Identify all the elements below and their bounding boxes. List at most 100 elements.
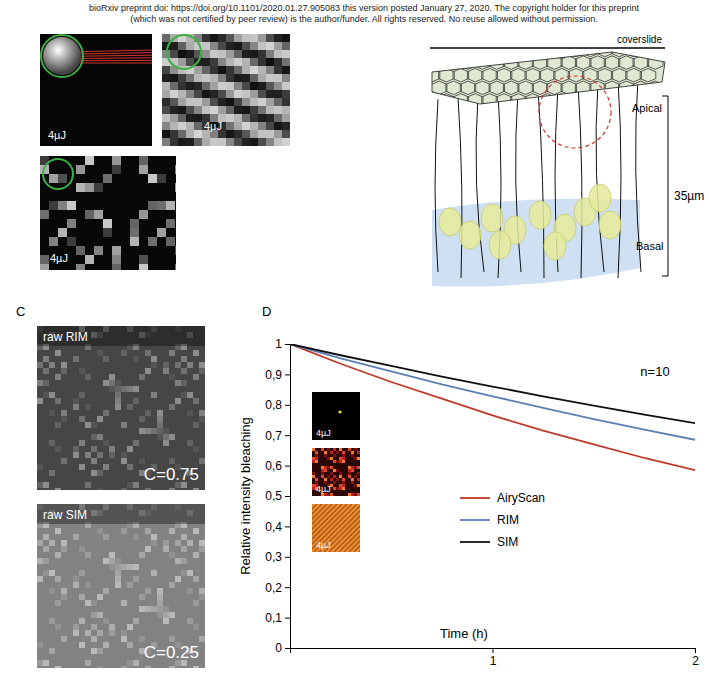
- pixel: [226, 138, 234, 146]
- tick: 0,4: [265, 520, 290, 534]
- pixel: [258, 98, 266, 106]
- pixel: [199, 588, 205, 594]
- panel-letter: D: [262, 304, 271, 319]
- pixel: [178, 98, 186, 106]
- pixel: [49, 618, 55, 624]
- cell-outline: [511, 68, 527, 82]
- pixel: [163, 612, 169, 618]
- pixel: [151, 540, 157, 546]
- pixel: [226, 82, 234, 90]
- pixel: [133, 564, 139, 570]
- pixel: [170, 90, 178, 98]
- pixel: [49, 570, 55, 576]
- pixel: [181, 558, 187, 564]
- pixel: [258, 50, 266, 58]
- pixel: [97, 648, 103, 654]
- cell-outline: [647, 81, 663, 95]
- pixel: [336, 451, 339, 454]
- tick: 0,6: [265, 459, 290, 473]
- pixel: [274, 74, 282, 82]
- pixel: [157, 228, 166, 237]
- pixel: [178, 138, 186, 146]
- apical-cells: [424, 43, 663, 107]
- pixel: [342, 451, 345, 454]
- pixel: [178, 74, 186, 82]
- cell-outline: [496, 68, 512, 82]
- pixel: [282, 50, 290, 58]
- pixel: [73, 398, 79, 404]
- pixel: [127, 660, 133, 666]
- pixel: [202, 106, 210, 114]
- pixel: [250, 130, 258, 138]
- pixel: [49, 362, 55, 368]
- pixel: [315, 478, 318, 481]
- cell-outline: [435, 99, 438, 272]
- pixel: [333, 454, 336, 457]
- cell-outline: [626, 43, 642, 57]
- tick-mark: [285, 557, 290, 558]
- tick-mark: [285, 526, 290, 527]
- pixel: [85, 600, 91, 606]
- pixel: [258, 114, 266, 122]
- pixel: [351, 478, 354, 481]
- pixel: [282, 122, 290, 130]
- pixel: [73, 446, 79, 452]
- pixel: [175, 362, 181, 368]
- pixel: [109, 624, 115, 630]
- pixel: [250, 98, 258, 106]
- pixel: [242, 114, 250, 122]
- pixel: [85, 582, 91, 588]
- pixel: [133, 482, 139, 488]
- pixel: [163, 368, 169, 374]
- pixel: [170, 50, 178, 58]
- pixel: [193, 350, 199, 356]
- pixel: [163, 362, 169, 368]
- pixel: [258, 42, 266, 50]
- pixel: [163, 618, 169, 624]
- tick-mark: [493, 648, 494, 653]
- pixel: [157, 416, 163, 422]
- pixel: [312, 487, 315, 490]
- pixel: [321, 466, 324, 469]
- nucleus: [544, 232, 566, 260]
- pixel: [130, 237, 139, 246]
- pixel: [79, 440, 85, 446]
- pixel: [194, 98, 202, 106]
- pixel: [226, 34, 234, 42]
- cell-outline: [496, 94, 512, 108]
- pixel: [162, 138, 170, 146]
- pixel: [327, 457, 330, 460]
- tick-mark: [285, 587, 290, 588]
- pixel: [202, 58, 210, 66]
- pixel: [242, 90, 250, 98]
- pixel: [226, 106, 234, 114]
- pixel: [85, 660, 91, 666]
- pixel: [234, 82, 242, 90]
- cell-outline: [511, 43, 527, 57]
- pixel: [121, 422, 127, 428]
- pixel: [97, 528, 103, 534]
- pixel: [73, 624, 79, 630]
- pixel: [73, 582, 79, 588]
- tick: 0,1: [265, 611, 290, 625]
- axis-title: Time (h): [440, 626, 488, 641]
- pixel: [103, 588, 109, 594]
- nucleus: [439, 208, 461, 236]
- pixel: [37, 642, 43, 648]
- pixel: [234, 42, 242, 50]
- pixel: [43, 392, 49, 398]
- tick: 0,3: [265, 550, 290, 564]
- cell-outline: [539, 43, 555, 57]
- pixel: [97, 452, 103, 458]
- pixel: [162, 114, 170, 122]
- pixel: [67, 219, 76, 228]
- pixel: [339, 448, 342, 451]
- pixel: [49, 440, 55, 446]
- pixel: [327, 475, 330, 478]
- cell-outline: [633, 56, 649, 70]
- pixel: [181, 356, 187, 362]
- image-label: 4µJ: [316, 540, 331, 550]
- cell-outline: [453, 43, 469, 57]
- pixel: [250, 138, 258, 146]
- pixel: [139, 636, 145, 642]
